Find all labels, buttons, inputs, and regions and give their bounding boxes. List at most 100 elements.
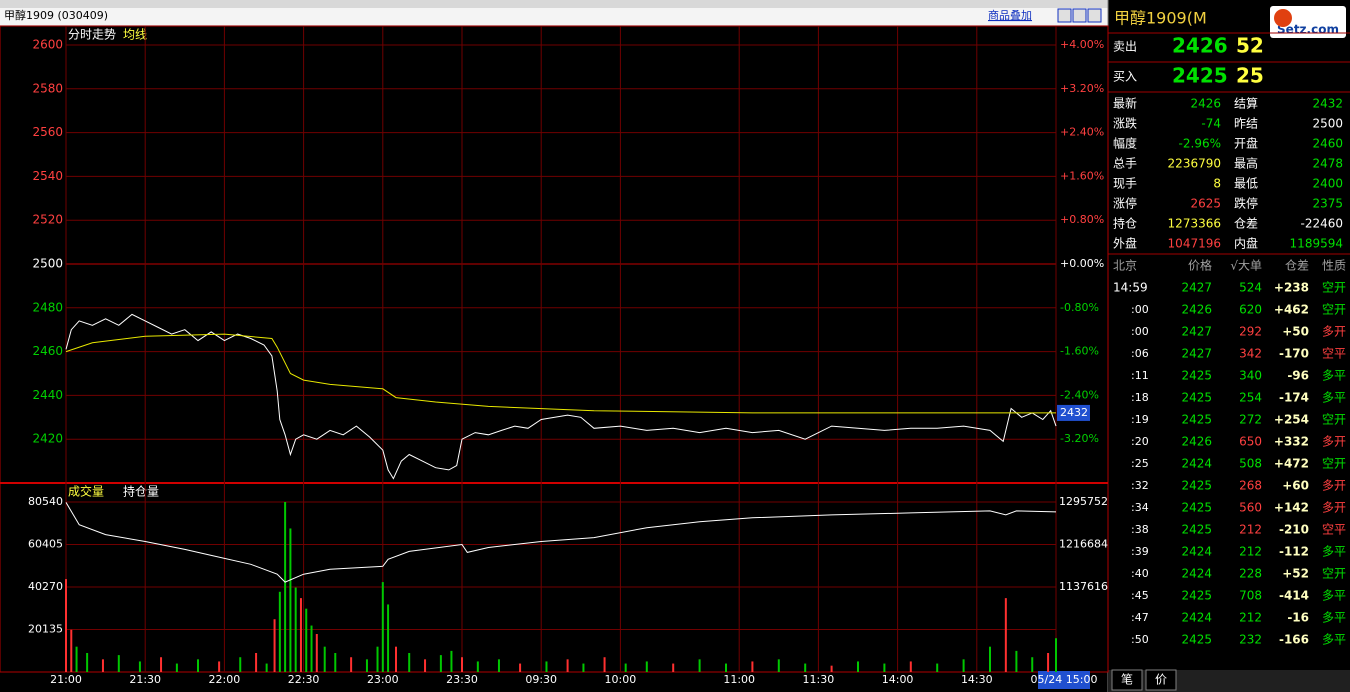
x-tick-label: 05/24 15:00 bbox=[1031, 673, 1098, 686]
y-tick-label: 2540 bbox=[32, 169, 63, 183]
trade-volume: 560 bbox=[1239, 501, 1262, 515]
volume-bar bbox=[883, 663, 886, 672]
trade-price: 2424 bbox=[1181, 567, 1212, 581]
volume-bar bbox=[408, 653, 411, 672]
volume-bar bbox=[476, 661, 479, 672]
y2-tick-label: -1.60% bbox=[1060, 345, 1099, 358]
trade-time: :39 bbox=[1131, 545, 1149, 558]
trade-change: -96 bbox=[1287, 369, 1309, 383]
x-tick-label: 22:30 bbox=[288, 673, 320, 686]
volume-bar bbox=[624, 663, 627, 672]
y2-tick-label: +3.20% bbox=[1060, 82, 1104, 95]
trade-time: :38 bbox=[1131, 523, 1149, 536]
stat-label: 现手 bbox=[1113, 177, 1137, 191]
trade-type: 空平 bbox=[1322, 523, 1346, 537]
trade-type: 空开 bbox=[1322, 567, 1346, 581]
stat-label: 内盘 bbox=[1234, 236, 1258, 251]
volume-bar bbox=[175, 663, 178, 672]
quote-panel: 最新 2426 结算 2432 涨跌 -74 昨结 2500 幅度 -2.96% 开盘 2460 总手 2… bbox=[1113, 96, 1346, 647]
volume-bar bbox=[334, 653, 337, 672]
y2-tick-label: -2.40% bbox=[1060, 388, 1099, 401]
nav-button[interactable] bbox=[1087, 8, 1102, 23]
volume-bar bbox=[381, 582, 384, 672]
volume-bar bbox=[461, 657, 463, 672]
y2-tick-label: +0.00% bbox=[1060, 257, 1104, 270]
volume-bar bbox=[273, 619, 276, 672]
ask-label: 卖出 bbox=[1113, 40, 1137, 54]
trade-change: +142 bbox=[1274, 501, 1309, 515]
tab-label[interactable]: 价 bbox=[1155, 673, 1167, 687]
volume-bar bbox=[376, 646, 379, 672]
trade-price: 2424 bbox=[1181, 611, 1212, 625]
tab[interactable] bbox=[1145, 669, 1177, 691]
title-strip bbox=[0, 8, 1108, 25]
tab[interactable] bbox=[1111, 669, 1143, 691]
stat-value: 2432 bbox=[1312, 97, 1343, 111]
stat-value: 2500 bbox=[1312, 117, 1343, 131]
stat-label: 外盘 bbox=[1113, 236, 1137, 251]
trade-volume: 212 bbox=[1239, 611, 1262, 625]
nav-button[interactable] bbox=[1057, 8, 1072, 23]
tab-label[interactable]: 笔 bbox=[1121, 672, 1133, 687]
volume-bar bbox=[603, 657, 606, 672]
trade-price: 2426 bbox=[1181, 303, 1212, 317]
overlay-link[interactable]: 商品叠加 bbox=[988, 8, 1032, 22]
trade-price: 2425 bbox=[1181, 413, 1212, 427]
trade-change: -166 bbox=[1279, 633, 1309, 647]
volume-bar bbox=[101, 659, 104, 672]
trade-volume: 620 bbox=[1239, 303, 1262, 317]
trade-change: +472 bbox=[1274, 457, 1309, 471]
legend-label: 成交量 bbox=[68, 484, 104, 499]
volume-bar bbox=[582, 663, 585, 672]
trade-time: :00 bbox=[1131, 303, 1149, 316]
ask-price: 2426 bbox=[1172, 34, 1228, 58]
volume-bar bbox=[265, 663, 268, 672]
volume-bar bbox=[645, 661, 648, 672]
trade-price: 2425 bbox=[1181, 391, 1212, 405]
stat-value: 2375 bbox=[1312, 197, 1343, 211]
trade-volume: 212 bbox=[1239, 523, 1262, 537]
trade-type: 多平 bbox=[1322, 611, 1346, 625]
stat-value: 1273366 bbox=[1168, 217, 1221, 231]
trade-time: :34 bbox=[1131, 501, 1149, 514]
volume-bar bbox=[424, 659, 427, 672]
volume-bar bbox=[255, 653, 258, 672]
trade-time: :32 bbox=[1131, 479, 1149, 492]
trade-price: 2426 bbox=[1181, 435, 1212, 449]
volume-bar bbox=[65, 579, 67, 672]
y-tick-label: 2580 bbox=[32, 81, 63, 95]
volume-bar bbox=[350, 657, 353, 672]
y2-tick-label: 1216684 bbox=[1059, 538, 1108, 551]
trade-price: 2427 bbox=[1181, 347, 1212, 361]
x-tick-label: 14:30 bbox=[961, 673, 993, 686]
y-tick-label: 20135 bbox=[28, 623, 63, 636]
y-tick-label: 2420 bbox=[32, 432, 63, 446]
x-tick-label: 11:30 bbox=[803, 673, 835, 686]
trade-price: 2424 bbox=[1181, 545, 1212, 559]
stat-value: 2236790 bbox=[1168, 157, 1221, 171]
trade-type: 多平 bbox=[1322, 633, 1346, 647]
stat-value: 8 bbox=[1213, 177, 1221, 191]
nav-button[interactable] bbox=[1072, 8, 1087, 23]
price-tag-box bbox=[1057, 404, 1090, 421]
trade-change: +238 bbox=[1274, 281, 1309, 295]
volume-bar bbox=[450, 650, 453, 672]
stat-value: 1189594 bbox=[1290, 237, 1343, 251]
y2-tick-label: +2.40% bbox=[1060, 126, 1104, 139]
stat-label: 幅度 bbox=[1113, 136, 1137, 151]
stat-value: -2.96% bbox=[1179, 137, 1221, 151]
volume-bar bbox=[294, 587, 297, 672]
trade-time: :18 bbox=[1131, 391, 1149, 404]
x-tick-label: 09:30 bbox=[525, 673, 557, 686]
volume-bar bbox=[138, 661, 141, 672]
trade-type: 多平 bbox=[1322, 369, 1346, 383]
trade-header: √大单 bbox=[1230, 259, 1262, 273]
trade-type: 多平 bbox=[1322, 391, 1346, 405]
trade-change: -414 bbox=[1279, 589, 1309, 603]
volume-bar bbox=[962, 659, 965, 672]
volume-bar bbox=[299, 598, 302, 672]
trade-volume: 232 bbox=[1239, 633, 1262, 647]
y-tick-label: 2560 bbox=[32, 125, 63, 139]
y-tick-label: 2500 bbox=[32, 257, 63, 271]
trade-type: 多开 bbox=[1322, 501, 1346, 515]
